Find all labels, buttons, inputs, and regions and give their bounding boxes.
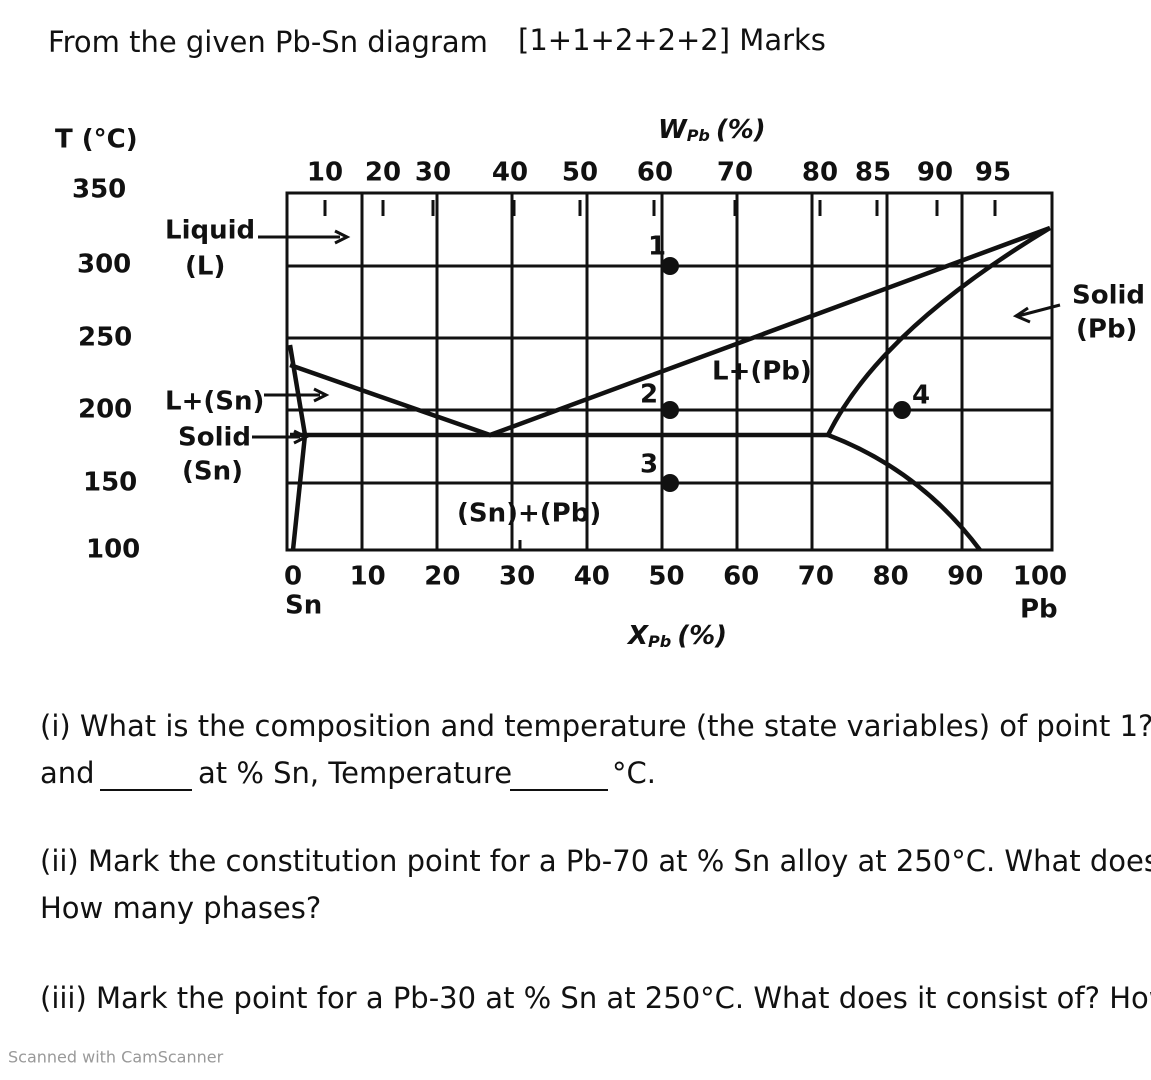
- bottom-tick-label: 50: [648, 562, 684, 592]
- bottom-tick-label: 10: [350, 562, 386, 592]
- top-axis-label: WPb (%): [658, 115, 766, 145]
- region-label: L+(Sn): [165, 387, 264, 417]
- top-tick-label: 40: [492, 158, 528, 188]
- bottom-tick-label: 30: [499, 562, 535, 592]
- region-label: Liquid: [165, 216, 255, 246]
- top-tick-label: 70: [717, 158, 753, 188]
- bottom-tick-label: 40: [574, 562, 610, 592]
- y-tick-label: 100: [86, 535, 140, 565]
- end-label: Sn: [285, 591, 322, 621]
- arrows: [252, 229, 1061, 445]
- bottom-axis-label: XPb (%): [626, 621, 727, 651]
- points: [661, 257, 911, 492]
- region-label: (Sn): [182, 457, 243, 487]
- question-text: and: [40, 756, 95, 790]
- y-axis-label: T (°C): [55, 125, 138, 155]
- point-label: 4: [912, 381, 930, 411]
- region-label: L+(Pb): [712, 357, 812, 387]
- marks: [1+1+2+2+2] Marks: [518, 23, 826, 57]
- region-label: (Pb): [1076, 315, 1137, 345]
- point-label: 2: [640, 380, 658, 410]
- point-label: 3: [640, 450, 658, 480]
- top-tick-label: 10: [307, 158, 343, 188]
- top-tick-label: 90: [917, 158, 953, 188]
- end-label: Pb: [1020, 595, 1058, 625]
- top-tick-label: 80: [802, 158, 838, 188]
- question-text: (iii) Mark the point for a Pb-30 at % Sn…: [40, 981, 1151, 1015]
- y-tick-label: 200: [78, 395, 132, 425]
- question-text: at % Sn, Temperature: [198, 756, 512, 790]
- point-label: 1: [648, 232, 666, 262]
- top-tick-label: 50: [562, 158, 598, 188]
- bottom-tick-label: 20: [424, 562, 460, 592]
- bottom-tick-label: 100: [1013, 562, 1067, 592]
- y-tick-label: 350: [72, 175, 126, 205]
- title: From the given Pb-Sn diagram: [48, 25, 488, 59]
- question-text: °C.: [612, 756, 656, 790]
- bottom-tick-label: 80: [873, 562, 909, 592]
- footer: Scanned with CamScanner: [8, 1048, 224, 1067]
- y-tick-label: 150: [83, 468, 137, 498]
- region-label: Solid: [178, 423, 251, 453]
- bottom-tick-label: 60: [723, 562, 759, 592]
- bottom-tick-label: 70: [798, 562, 834, 592]
- top-tick-label: 85: [855, 158, 891, 188]
- top-tick-label: 95: [975, 158, 1011, 188]
- phase-curves: [287, 225, 1052, 552]
- bottom-tick-label: 90: [947, 562, 983, 592]
- top-tick-label: 20: [365, 158, 401, 188]
- bottom-tick-label: 0: [284, 562, 302, 592]
- question-text: (ii) Mark the constitution point for a P…: [40, 844, 1151, 878]
- top-tick-label: 60: [637, 158, 673, 188]
- region-label: (Sn)+(Pb): [457, 499, 601, 529]
- region-label: Solid: [1072, 281, 1145, 311]
- region-label: (L): [185, 252, 225, 282]
- question-text: How many phases?: [40, 891, 321, 925]
- grid: [285, 191, 1054, 552]
- y-tick-label: 250: [78, 323, 132, 353]
- question-text: (i) What is the composition and temperat…: [40, 709, 1151, 743]
- top-tick-label: 30: [415, 158, 451, 188]
- y-tick-label: 300: [77, 250, 131, 280]
